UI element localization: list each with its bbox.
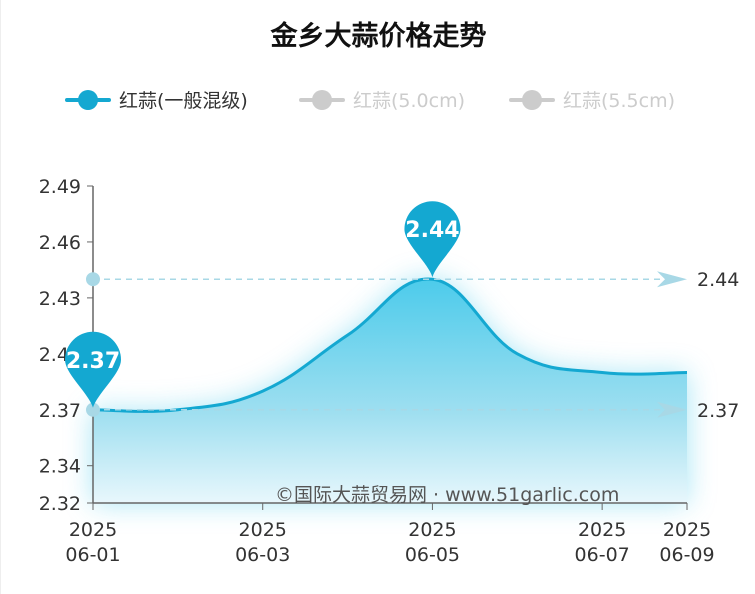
legend-item-general[interactable]: 红蒜(一般混级) bbox=[65, 86, 248, 113]
legend-label: 红蒜(一般混级) bbox=[119, 90, 248, 112]
x-tick-label-year: 2025 bbox=[69, 519, 117, 541]
markline-start-dot bbox=[86, 272, 100, 287]
legend-item-5-5cm[interactable]: 红蒜(5.5cm) bbox=[509, 86, 675, 113]
markline-arrow-icon bbox=[657, 271, 687, 288]
x-tick-label-date: 06-07 bbox=[575, 544, 630, 566]
markline-label: 2.37 bbox=[697, 400, 739, 422]
legend-item-5cm[interactable]: 红蒜(5.0cm) bbox=[299, 86, 465, 113]
series-line bbox=[92, 277, 688, 413]
markpoint-label: 2.37 bbox=[66, 349, 120, 374]
markline-label: 2.44 bbox=[697, 269, 739, 291]
y-tick-label: 2.49 bbox=[39, 176, 81, 198]
legend-label: 红蒜(5.0cm) bbox=[353, 90, 465, 112]
markline-start-dot bbox=[86, 402, 100, 417]
watermark: ©国际大蒜贸易网 · www.51garlic.com bbox=[275, 484, 620, 506]
x-tick-label-date: 06-03 bbox=[235, 544, 290, 566]
y-tick-label: 2.43 bbox=[39, 288, 81, 310]
markline-arrow-icon bbox=[657, 401, 687, 418]
x-tick-label-date: 06-09 bbox=[659, 544, 714, 566]
legend-label: 红蒜(5.5cm) bbox=[563, 90, 675, 112]
x-tick-label-date: 06-05 bbox=[405, 544, 460, 566]
x-tick-label-year: 2025 bbox=[239, 519, 287, 541]
x-tick-label-year: 2025 bbox=[578, 519, 626, 541]
legend-marker-icon bbox=[509, 89, 555, 110]
markpoint-pin-icon bbox=[65, 331, 121, 408]
y-tick-label: 2.32 bbox=[39, 493, 81, 515]
markpoint-pin-icon bbox=[404, 201, 461, 278]
y-tick-label: 2.46 bbox=[39, 232, 81, 254]
series-area bbox=[93, 278, 687, 503]
x-tick-label-year: 2025 bbox=[663, 519, 711, 541]
chart-title: 金乡大蒜价格走势 bbox=[270, 21, 487, 52]
x-tick-label-date: 06-01 bbox=[65, 544, 120, 566]
y-tick-label: 2.37 bbox=[39, 400, 81, 422]
legend-marker-icon bbox=[299, 89, 345, 110]
legend-marker-icon bbox=[65, 89, 111, 110]
x-tick-label-year: 2025 bbox=[408, 519, 456, 541]
y-tick-label: 2.34 bbox=[39, 456, 81, 478]
markpoint-label: 2.44 bbox=[405, 218, 459, 243]
